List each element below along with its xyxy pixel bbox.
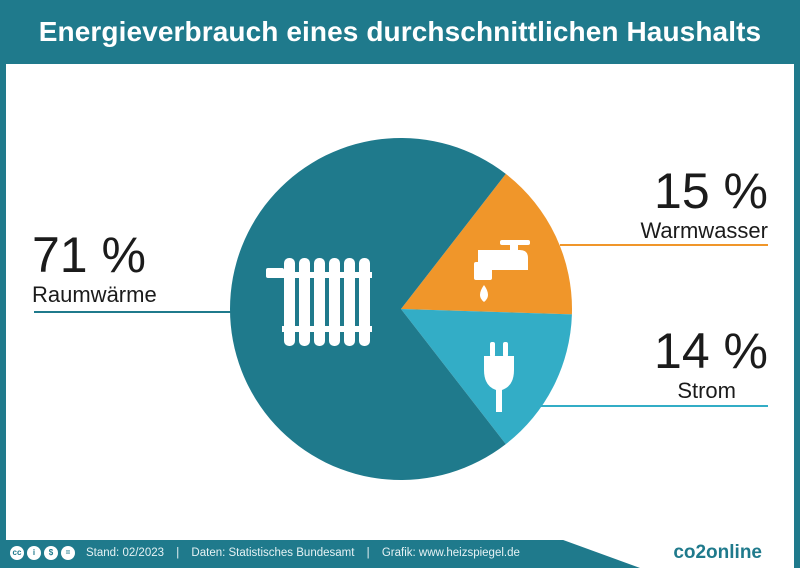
- sa-icon: =: [61, 546, 75, 560]
- by-icon: i: [27, 546, 41, 560]
- value-label-strom: 14 %: [654, 323, 768, 379]
- value-label-raumwaerme: 71 %: [32, 227, 146, 283]
- footer-grafik: Grafik: www.heizspiegel.de: [381, 547, 520, 559]
- value-label-warmwasser: 15 %: [654, 163, 768, 219]
- cc-icon: cc: [10, 546, 24, 560]
- category-label-warmwasser: Warmwasser: [640, 218, 768, 243]
- category-label-raumwaerme: Raumwärme: [32, 282, 157, 307]
- power-plug-icon: [484, 342, 514, 412]
- radiator-icon: [266, 258, 372, 346]
- brand-logo: co2online: [673, 542, 762, 563]
- chart-title: Energieverbrauch eines durchschnittliche…: [0, 0, 800, 64]
- license-icons: cc i $ =: [10, 546, 75, 560]
- footer-separator: |: [176, 547, 180, 559]
- footer: cc i $ = Stand: 02/2023 | Daten: Statist…: [0, 540, 800, 568]
- footer-stand: Stand: 02/2023: [86, 547, 165, 559]
- category-label-strom: Strom: [677, 378, 736, 403]
- footer-band: [0, 540, 640, 568]
- footer-daten: Daten: Statistisches Bundesamt: [191, 547, 355, 559]
- footer-separator: |: [366, 547, 370, 559]
- water-tap-icon: [474, 240, 530, 302]
- pie-slice-warmwasser: [401, 173, 572, 315]
- footer-credits: Stand: 02/2023 | Daten: Statistisches Bu…: [86, 547, 520, 559]
- nc-icon: $: [44, 546, 58, 560]
